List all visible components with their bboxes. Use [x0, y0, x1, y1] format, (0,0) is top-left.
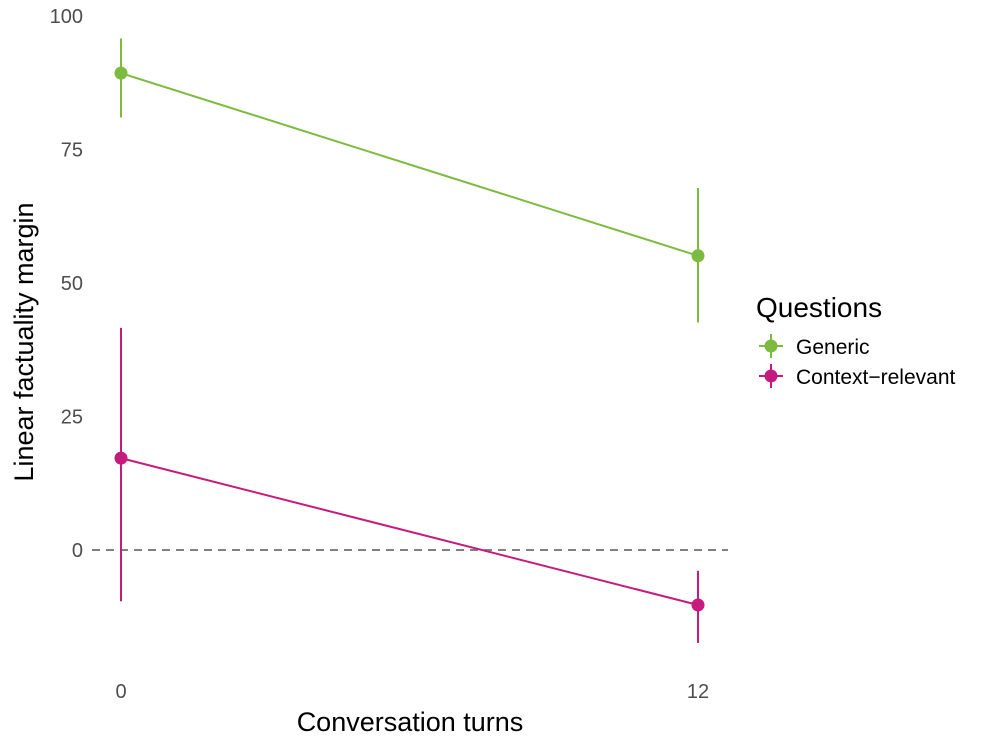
data-point	[114, 66, 128, 80]
x-axis-ticks: 0 12	[115, 681, 709, 703]
legend: Questions Generic Context−relevant	[756, 292, 956, 389]
y-tick-label: 75	[61, 140, 83, 162]
y-tick-label: 50	[61, 273, 83, 295]
data-point	[114, 451, 128, 465]
data-point	[691, 598, 705, 612]
y-axis-ticks: 0 25 50 75 100	[50, 6, 83, 562]
y-axis-title: Linear factuality margin	[9, 202, 39, 481]
series-line	[120, 72, 699, 257]
series-line	[120, 457, 699, 606]
legend-label: Context−relevant	[796, 366, 956, 389]
x-axis-title: Conversation turns	[297, 707, 524, 737]
legend-key-point	[764, 339, 778, 353]
legend-title: Questions	[756, 292, 882, 323]
legend-label: Generic	[796, 336, 870, 359]
series-generic	[114, 38, 705, 323]
data-point	[691, 249, 705, 263]
series-layer	[114, 38, 705, 643]
x-tick-label: 0	[115, 681, 126, 703]
x-tick-label: 12	[687, 681, 709, 703]
legend-item: Generic	[759, 334, 870, 359]
legend-key-point	[764, 369, 778, 383]
series-context-relevant	[114, 327, 705, 643]
legend-item: Context−relevant	[759, 364, 956, 389]
y-tick-label: 25	[61, 407, 83, 429]
y-tick-label: 0	[72, 540, 83, 562]
y-tick-label: 100	[50, 6, 83, 28]
